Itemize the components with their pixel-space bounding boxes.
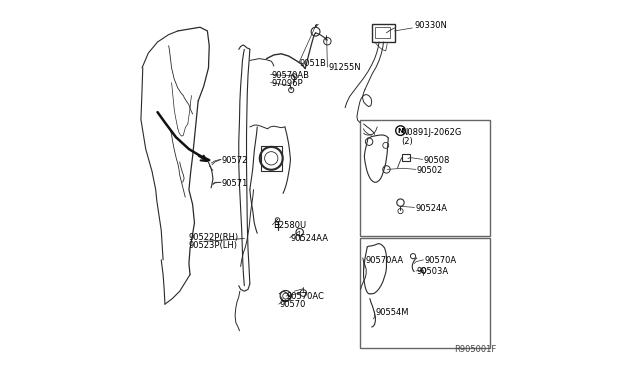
Bar	[261, 146, 282, 171]
Text: 91255N: 91255N	[328, 63, 361, 72]
Text: 90524AA: 90524AA	[291, 234, 328, 243]
Text: 90571: 90571	[221, 179, 248, 187]
Text: 90570AC: 90570AC	[287, 292, 324, 301]
Text: 90330N: 90330N	[414, 21, 447, 30]
Text: 90524A: 90524A	[415, 203, 447, 213]
Text: 90570: 90570	[280, 300, 306, 310]
Text: 90503A: 90503A	[417, 267, 449, 276]
Text: 90554M: 90554M	[376, 308, 409, 317]
Text: 90570AB: 90570AB	[271, 71, 309, 80]
Text: 9051B: 9051B	[300, 59, 326, 68]
Text: N: N	[397, 128, 403, 134]
Bar	[376, 27, 390, 38]
Text: B2580U: B2580U	[273, 221, 306, 230]
Text: N0891J-2062G: N0891J-2062G	[401, 128, 461, 137]
Text: 90502: 90502	[417, 166, 443, 174]
Text: 90523P(LH): 90523P(LH)	[189, 241, 238, 250]
Bar	[360, 119, 490, 236]
Text: 97096P: 97096P	[271, 79, 303, 88]
Text: (2): (2)	[401, 137, 413, 146]
Text: 90508: 90508	[424, 155, 450, 165]
Text: R905001F: R905001F	[454, 345, 496, 354]
Text: 90570AA: 90570AA	[365, 256, 403, 265]
Text: 90570A: 90570A	[424, 256, 456, 265]
Bar	[360, 238, 490, 349]
Bar	[402, 154, 410, 161]
Text: 90572: 90572	[221, 155, 248, 165]
Text: 90522P(RH): 90522P(RH)	[189, 233, 239, 242]
Bar	[372, 24, 395, 42]
